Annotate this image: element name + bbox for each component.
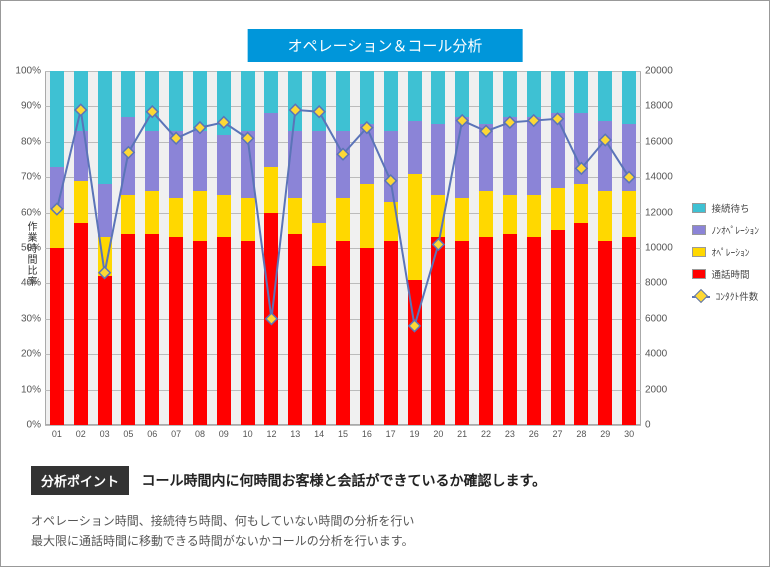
x-tick: 23 [505, 429, 515, 439]
legend-label: ｵﾍﾟﾚｰｼｮﾝ [711, 245, 749, 259]
x-tick: 26 [529, 429, 539, 439]
footer: 分析ポイント コール時間内に何時間お客様と会話ができているか確認します。 オペレ… [31, 466, 739, 552]
y-tick: 60% [21, 207, 41, 218]
x-tick: 09 [219, 429, 229, 439]
y-tick: 0% [27, 420, 41, 431]
x-tick: 29 [600, 429, 610, 439]
x-tick: 14 [314, 429, 324, 439]
contact-marker [290, 104, 301, 115]
y2-tick: 20000 [645, 66, 673, 77]
contact-marker [99, 267, 110, 278]
analysis-point-label: 分析ポイント [31, 466, 129, 495]
y2-tick: 18000 [645, 101, 673, 112]
x-tick: 10 [243, 429, 253, 439]
y2-tick: 16000 [645, 136, 673, 147]
legend-item: ｺﾝﾀｸﾄ件数 [692, 289, 759, 303]
x-tick: 22 [481, 429, 491, 439]
x-tick: 02 [76, 429, 86, 439]
legend-label: ｺﾝﾀｸﾄ件数 [715, 289, 758, 303]
x-tick: 03 [100, 429, 110, 439]
contact-marker [623, 172, 634, 183]
x-tick: 17 [386, 429, 396, 439]
y-tick: 50% [21, 243, 41, 254]
x-tick: 16 [362, 429, 372, 439]
contact-marker [457, 115, 468, 126]
legend-label: 通話時間 [711, 267, 749, 281]
legend-swatch [692, 225, 706, 235]
analysis-point-text: コール時間内に何時間お客様と会話ができているか確認します。 [141, 473, 546, 489]
y-tick: 40% [21, 278, 41, 289]
x-tick: 27 [553, 429, 563, 439]
line-series [45, 71, 641, 425]
x-tick: 06 [147, 429, 157, 439]
contact-marker [218, 117, 229, 128]
legend-item: 接続待ち [692, 201, 759, 215]
contact-line [57, 110, 629, 326]
contact-marker [528, 115, 539, 126]
desc-line-2: 最大限に通話時間に移動できる時間がないかコールの分析を行います。 [31, 531, 739, 551]
contact-marker [51, 203, 62, 214]
contact-marker [194, 122, 205, 133]
x-tick: 07 [171, 429, 181, 439]
y-tick: 20% [21, 349, 41, 360]
y2-tick: 2000 [645, 384, 667, 395]
legend-swatch [692, 203, 706, 213]
y-tick: 90% [21, 101, 41, 112]
contact-marker [266, 313, 277, 324]
legend-item: ﾉﾝｵﾍﾟﾚｰｼｮﾝ [692, 223, 759, 237]
y2-tick: 12000 [645, 207, 673, 218]
contact-marker [242, 133, 253, 144]
x-tick: 20 [433, 429, 443, 439]
legend-item: ｵﾍﾟﾚｰｼｮﾝ [692, 245, 759, 259]
y-tick: 100% [15, 66, 41, 77]
desc-line-1: オペレーション時間、接続待ち時間、何もしていない時間の分析を行い [31, 511, 739, 531]
y2-tick: 14000 [645, 172, 673, 183]
y-tick: 80% [21, 136, 41, 147]
legend-item: 通話時間 [692, 267, 759, 281]
contact-marker [480, 126, 491, 137]
y2-tick: 8000 [645, 278, 667, 289]
x-tick: 21 [457, 429, 467, 439]
x-tick: 19 [410, 429, 420, 439]
x-tick: 05 [123, 429, 133, 439]
x-tick: 12 [266, 429, 276, 439]
x-tick: 30 [624, 429, 634, 439]
contact-marker [433, 239, 444, 250]
analysis-description: オペレーション時間、接続待ち時間、何もしていない時間の分析を行い 最大限に通話時… [31, 511, 739, 552]
contact-marker [75, 104, 86, 115]
x-tick: 01 [52, 429, 62, 439]
legend-label: 接続待ち [711, 201, 749, 215]
contact-marker [385, 175, 396, 186]
y2-tick: 6000 [645, 313, 667, 324]
x-tick: 15 [338, 429, 348, 439]
legend: 接続待ち ﾉﾝｵﾍﾟﾚｰｼｮﾝ ｵﾍﾟﾚｰｼｮﾝ 通話時間 ｺﾝﾀｸﾄ件数 [692, 201, 759, 311]
y2-tick: 10000 [645, 243, 673, 254]
legend-line-icon [692, 291, 710, 301]
y2-tick: 4000 [645, 349, 667, 360]
chart-title: オペレーション＆コール分析 [248, 29, 523, 62]
contact-marker [409, 320, 420, 331]
legend-label: ﾉﾝｵﾍﾟﾚｰｼｮﾝ [711, 223, 759, 237]
legend-swatch [692, 269, 706, 279]
legend-swatch [692, 247, 706, 257]
contact-marker [504, 117, 515, 128]
x-tick: 28 [576, 429, 586, 439]
contact-marker [314, 106, 325, 117]
x-tick: 08 [195, 429, 205, 439]
x-tick: 13 [290, 429, 300, 439]
chart-area: 0%10%20%30%40%50%60%70%80%90%100% 020004… [45, 71, 641, 425]
y-tick: 30% [21, 313, 41, 324]
y-tick: 10% [21, 384, 41, 395]
y-tick: 70% [21, 172, 41, 183]
contact-marker [552, 113, 563, 124]
contact-marker [123, 147, 134, 158]
y2-tick: 0 [645, 420, 651, 431]
dashboard-panel: オペレーション＆コール分析 作業時間比率 0%10%20%30%40%50%60… [0, 0, 770, 567]
